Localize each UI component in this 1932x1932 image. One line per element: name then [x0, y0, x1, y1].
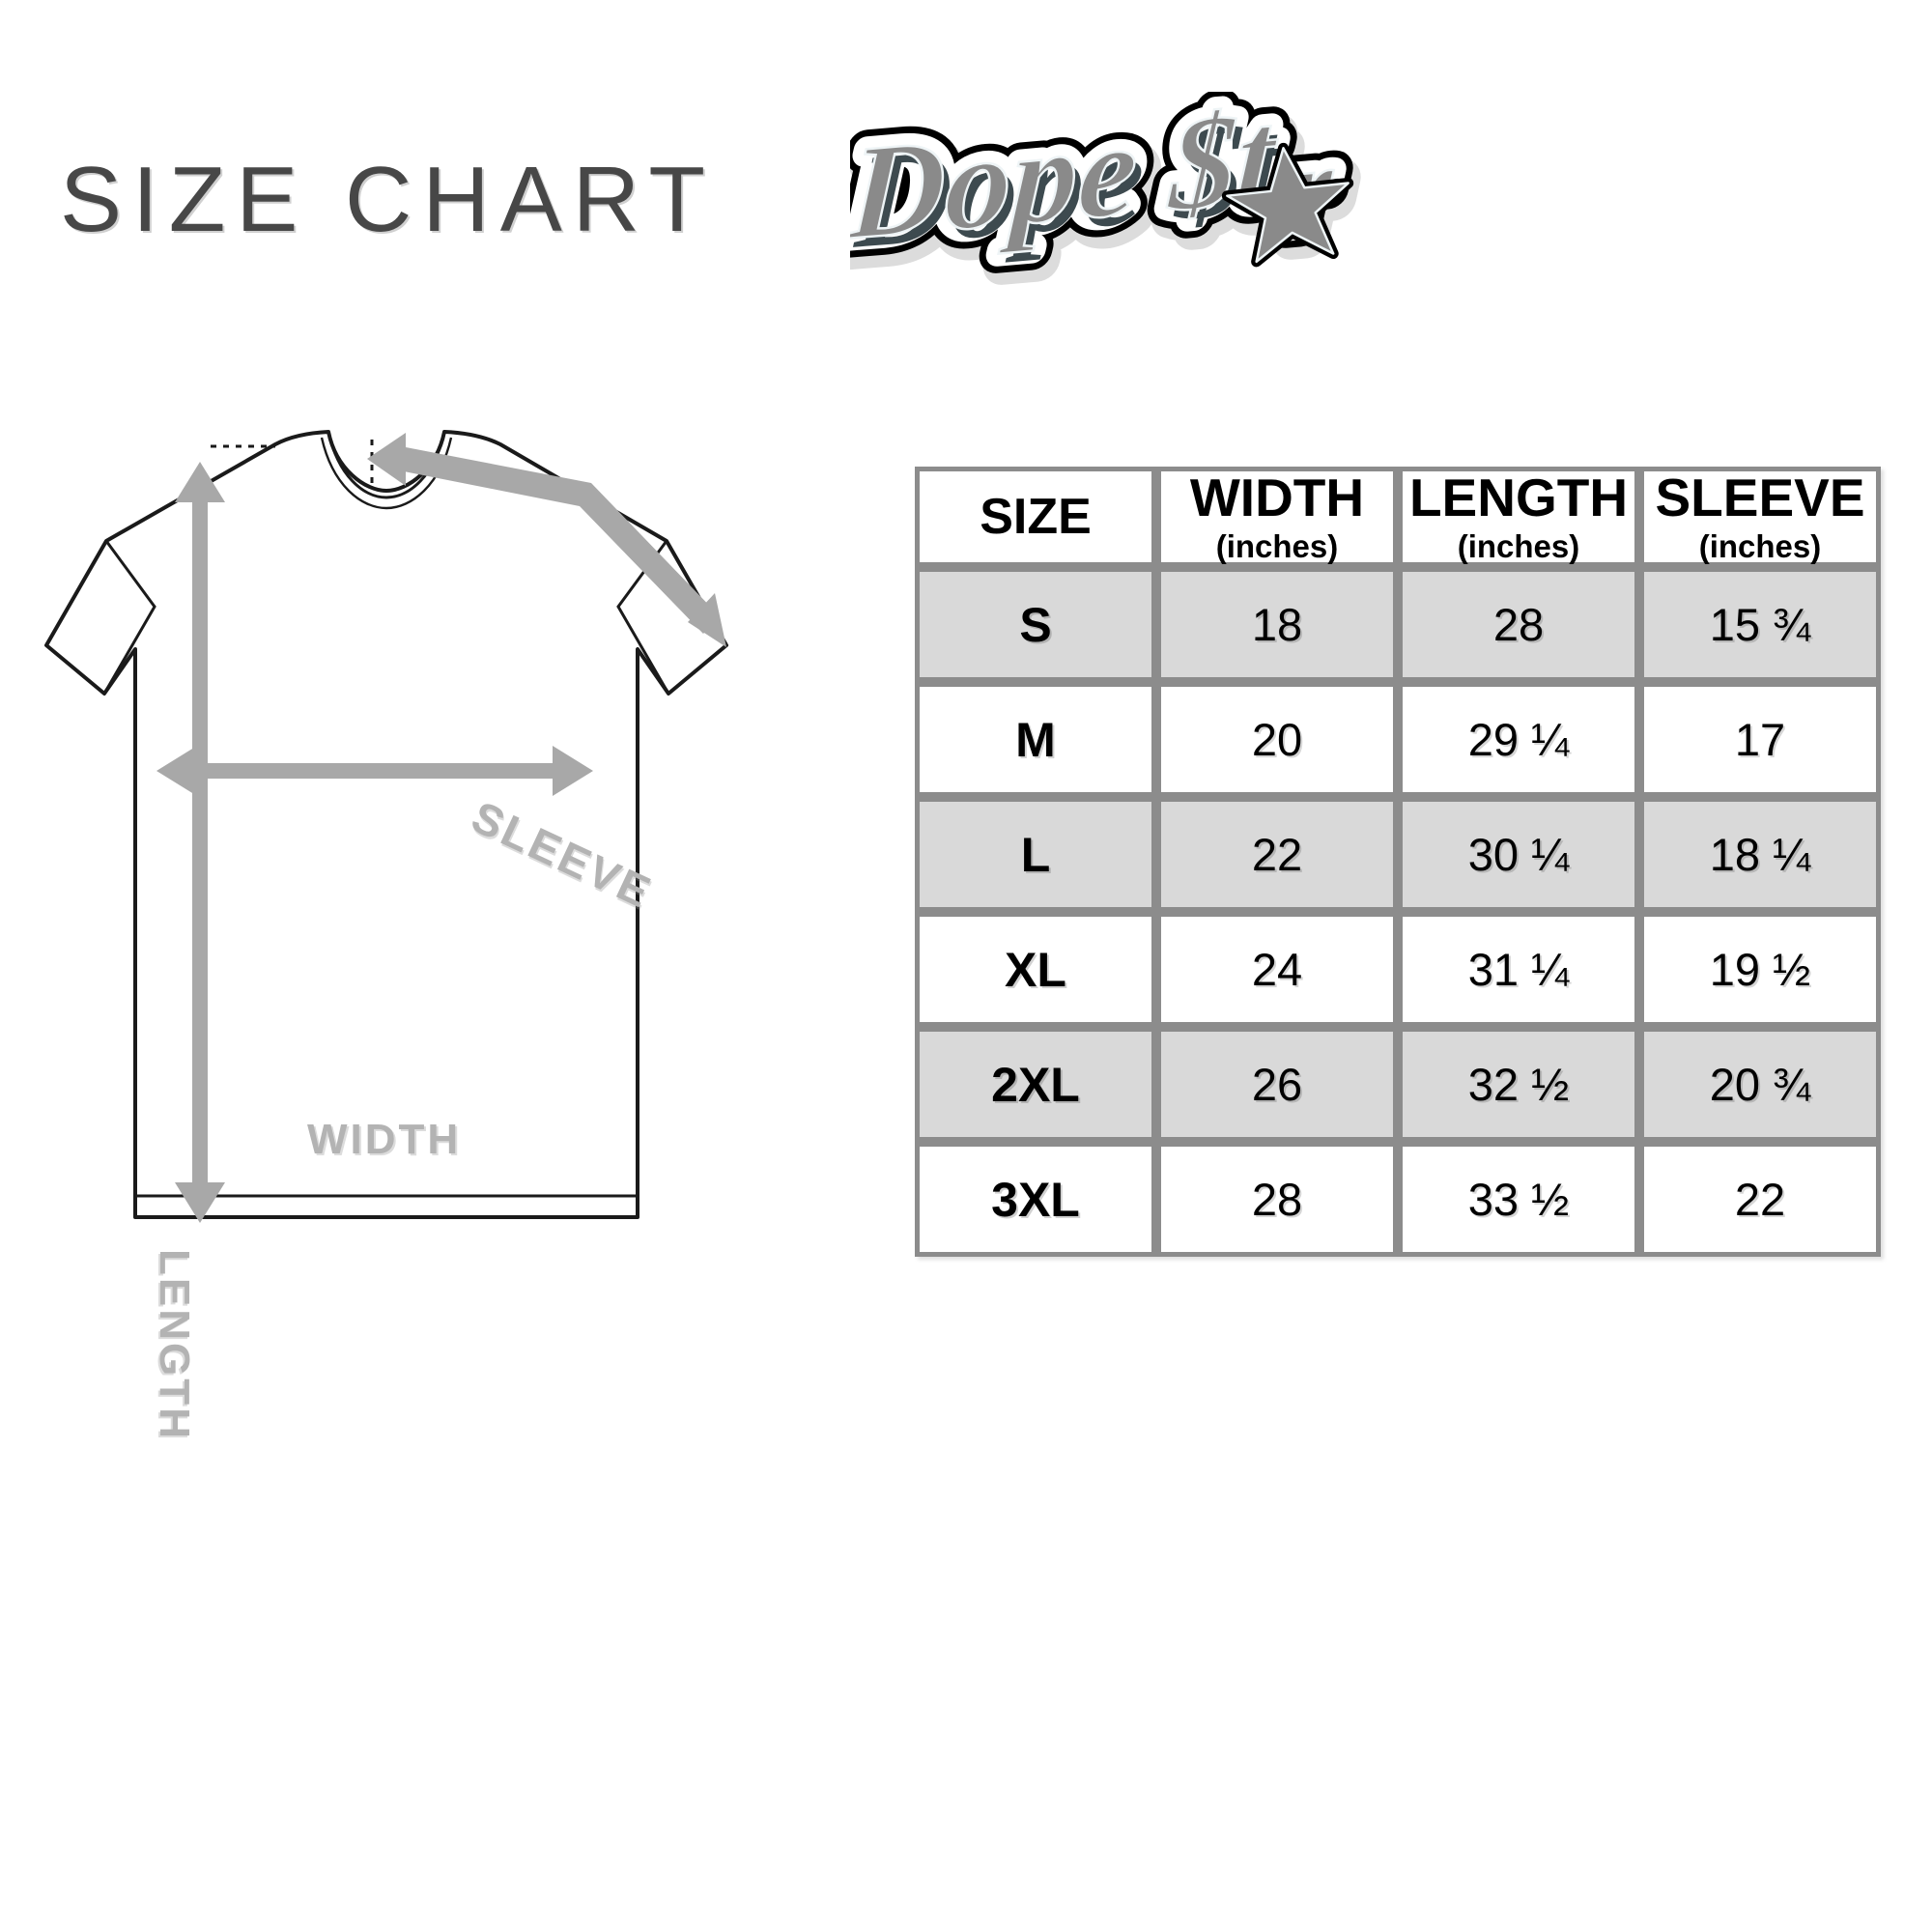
column-header-sleeve: SLEEVE (inches): [1639, 467, 1881, 567]
brand-logo: Dope $t r: [850, 92, 1449, 333]
cell-width: 24: [1156, 912, 1398, 1027]
cell-sleeve: 18 ¼: [1639, 797, 1881, 912]
table-row: L 22 30 ¼ 18 ¼: [915, 797, 1881, 912]
table-header-row: SIZE WIDTH (inches) LENGTH (inches) SLEE…: [915, 467, 1881, 567]
table-row: S 18 28 15 ¾: [915, 567, 1881, 682]
table-header: SIZE WIDTH (inches) LENGTH (inches) SLEE…: [915, 467, 1881, 567]
column-header-length-unit: (inches): [1457, 528, 1580, 564]
sleeve-arrow-head-right: [688, 593, 726, 647]
length-arrow-head-bottom: [175, 1182, 225, 1223]
column-header-width: WIDTH (inches): [1156, 467, 1398, 567]
star-icon: [1221, 142, 1354, 268]
width-arrow-head-left: [156, 746, 197, 796]
cell-length: 32 ½: [1398, 1027, 1639, 1142]
width-arrow-line: [172, 763, 578, 779]
column-header-length-label: LENGTH: [1408, 468, 1629, 527]
cell-size: M: [915, 682, 1156, 797]
cell-sleeve: 22: [1639, 1142, 1881, 1257]
column-header-length: LENGTH (inches): [1398, 467, 1639, 567]
length-arrow-head-top: [175, 462, 225, 502]
column-header-size: SIZE: [915, 467, 1156, 567]
diagram-label-width: WIDTH: [307, 1116, 462, 1163]
column-header-sleeve-unit: (inches): [1698, 528, 1822, 564]
width-arrow-head-right: [553, 746, 593, 796]
table-row: M 20 29 ¼ 17: [915, 682, 1881, 797]
cell-width: 28: [1156, 1142, 1398, 1257]
tshirt-diagram: SLEEVE WIDTH LENGTH: [0, 386, 773, 1441]
cell-size: L: [915, 797, 1156, 912]
cell-size: S: [915, 567, 1156, 682]
cell-length: 30 ¼: [1398, 797, 1639, 912]
cell-size: 3XL: [915, 1142, 1156, 1257]
cell-length: 31 ¼: [1398, 912, 1639, 1027]
length-arrow-line: [192, 483, 208, 1206]
sleeve-arrow-head-left: [367, 433, 406, 486]
column-header-size-label: SIZE: [980, 489, 1092, 545]
cell-length: 33 ½: [1398, 1142, 1639, 1257]
cell-size: XL: [915, 912, 1156, 1027]
table-row: 2XL 26 32 ½ 20 ¾: [915, 1027, 1881, 1142]
page-title: SIZE CHART: [60, 148, 716, 251]
cell-width: 20: [1156, 682, 1398, 797]
size-table: SIZE WIDTH (inches) LENGTH (inches) SLEE…: [915, 467, 1881, 1257]
table-row: XL 24 31 ¼ 19 ½: [915, 912, 1881, 1027]
sleeve-arrow-line: [404, 447, 720, 634]
table-row: 3XL 28 33 ½ 22: [915, 1142, 1881, 1257]
cell-length: 29 ¼: [1398, 682, 1639, 797]
cell-length: 28: [1398, 567, 1639, 682]
cell-sleeve: 20 ¾: [1639, 1027, 1881, 1142]
tshirt-sleeve-hem-left: [102, 540, 156, 695]
size-table-container: SIZE WIDTH (inches) LENGTH (inches) SLEE…: [915, 467, 1881, 1257]
column-header-width-label: WIDTH: [1189, 468, 1365, 527]
cell-width: 26: [1156, 1027, 1398, 1142]
cell-sleeve: 19 ½: [1639, 912, 1881, 1027]
measurement-arrows: [156, 433, 726, 1223]
cell-width: 18: [1156, 567, 1398, 682]
cell-size: 2XL: [915, 1027, 1156, 1142]
diagram-label-length: LENGTH: [151, 1249, 198, 1441]
cell-sleeve: 17: [1639, 682, 1881, 797]
cell-sleeve: 15 ¾: [1639, 567, 1881, 682]
table-body: S 18 28 15 ¾ M 20 29 ¼ 17 L 22 30 ¼ 18 ¼ XL 24 31 ¼ 19 …: [915, 567, 1881, 1257]
column-header-sleeve-label: SLEEVE: [1655, 468, 1865, 527]
column-header-width-unit: (inches): [1215, 528, 1339, 564]
cell-width: 22: [1156, 797, 1398, 912]
